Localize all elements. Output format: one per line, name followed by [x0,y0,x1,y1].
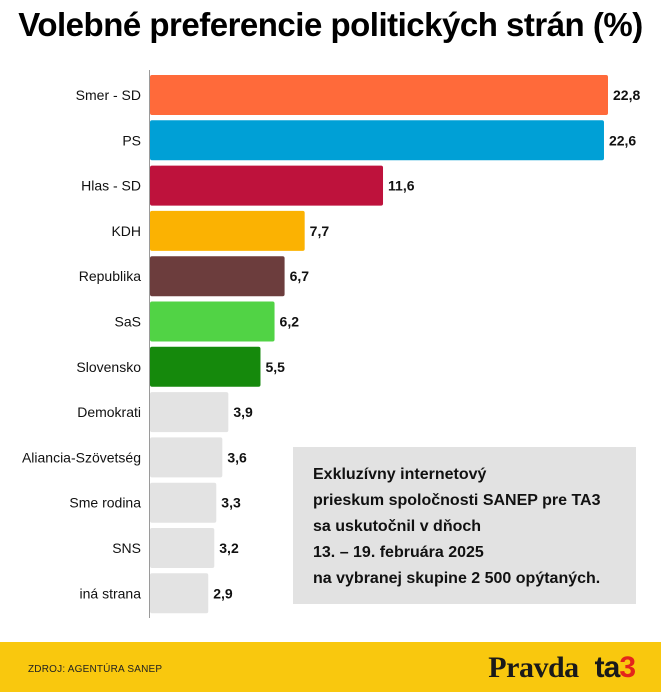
bar [150,256,285,297]
bar [150,301,275,342]
logos: Pravda ta3 [488,650,636,686]
category-label: PS [122,132,141,148]
data-label: 6,2 [280,314,300,330]
category-label: KDH [111,223,141,239]
chart-title: Volebné preferencie politických strán (%… [18,6,643,43]
data-label: 2,9 [213,585,233,601]
category-label: iná strana [80,585,142,601]
bar [150,210,305,251]
category-label: Aliancia-Szövetség [22,449,141,465]
data-label: 22,8 [613,87,640,103]
data-label: 3,9 [233,404,253,420]
data-label: 22,6 [609,132,636,148]
category-label: Hlas - SD [81,178,141,194]
category-label: Sme rodina [69,495,141,511]
data-label: 5,5 [265,359,285,375]
data-label: 3,2 [219,540,239,556]
note-line: Exkluzívny internetový [313,466,487,483]
bar [150,165,384,206]
category-label: Republika [79,268,141,284]
data-label: 11,6 [388,178,415,194]
category-label: SaS [115,314,141,330]
note-line: 13. – 19. februára 2025 [313,544,484,561]
ta3-logo: ta3 [594,651,636,685]
bar [150,392,229,433]
bar [150,482,217,523]
ta3-logo-number: 3 [619,651,636,684]
source-label: ZDROJ: AGENTÚRA SANEP [28,664,163,675]
bar-chart: Smer - SD 22,8 PS 22,6 Hlas - SD 11,6 KDH 7,7 Re… [22,70,640,618]
data-label: 7,7 [310,223,330,239]
bar [150,346,261,387]
category-label: Demokrati [77,404,141,420]
category-label: Slovensko [76,359,141,375]
category-label: Smer - SD [76,87,141,103]
note-line: prieskum spoločnosti SANEP pre TA3 [313,492,601,509]
ta3-logo-letters: ta [594,651,621,684]
footer-bar: ZDROJ: AGENTÚRA SANEP Pravda ta3 [0,642,661,692]
data-label: 3,6 [227,449,247,465]
note-line: sa uskutočnil v dňoch [313,518,482,535]
note-line: na vybranej skupine 2 500 opýtaných. [313,570,601,587]
bar [150,120,604,161]
data-label: 3,3 [221,495,241,511]
survey-note: Exkluzívny internetový prieskum spoločno… [293,447,636,604]
category-label: SNS [112,540,141,556]
bar [150,437,223,478]
bar [150,528,215,568]
pravda-logo: Pravda [488,651,579,684]
bar [150,75,608,115]
data-label: 6,7 [290,268,310,284]
bar [150,573,209,614]
